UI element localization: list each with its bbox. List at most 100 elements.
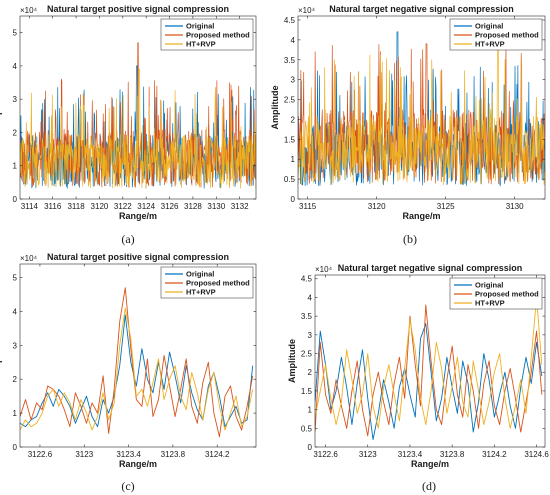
x-tick-label: 3126	[161, 202, 179, 211]
y-tick-label: 4.5	[301, 275, 313, 284]
y-tick-label: 1.5	[284, 135, 296, 144]
x-tick-label: 3122.6	[28, 450, 53, 459]
y-tick-label: 1	[13, 409, 18, 418]
y-axis-label: Amplitude	[270, 86, 280, 130]
y-tick-label: 1	[308, 406, 313, 415]
y-tick-label: 0.5	[284, 175, 296, 184]
y-exponent-label: ×10⁴	[298, 6, 316, 15]
y-tick-label: 2.5	[301, 350, 313, 359]
legend-entry: HT+RVP	[475, 40, 505, 49]
legend-entry: Original	[186, 22, 214, 31]
chart-title: Natural target negative signal compressi…	[329, 4, 514, 14]
legend-entry: Proposed method	[475, 31, 539, 40]
y-axis-label: Amplitude	[287, 339, 297, 383]
chart-panel-4: 3122.6 3123 3123.4 3123.8 3124.2 3124.6 0 0.5 1 1…	[287, 263, 549, 493]
y-tick-label: 3.5	[284, 56, 296, 65]
x-axis-label: Range/m	[402, 211, 440, 221]
x-tick-label: 3122	[114, 202, 132, 211]
x-tick-label: 3123.4	[116, 450, 141, 459]
axes-box	[297, 15, 546, 200]
series-line-original	[315, 323, 543, 440]
chart-panel-3: 3122.6 3123 3123.4 3123.8 3124.2 0 1 2 3 4 5 ×10⁴ Na…	[0, 252, 257, 493]
series-line-ht-rvp	[298, 39, 545, 186]
legend-entry: Original	[186, 270, 214, 279]
series-group	[315, 296, 543, 440]
x-axis-label: Range/m	[119, 459, 157, 469]
legend-entry: Proposed method	[186, 279, 250, 288]
y-tick-label: 3.5	[301, 312, 313, 321]
x-tick-label: 3114	[21, 202, 39, 211]
x-tick-label: 3124.2	[482, 450, 507, 459]
series-line-ht-rvp	[20, 68, 256, 189]
y-tick-label: 2	[291, 115, 296, 124]
x-tick-label: 3123.4	[398, 450, 423, 459]
series-line-proposed-method	[20, 287, 254, 438]
y-tick-label: 3	[308, 331, 313, 340]
y-exponent-label: ×10⁴	[315, 265, 333, 274]
x-tick-label: 3123	[359, 450, 377, 459]
panel-label: (d)	[422, 479, 436, 493]
series-group	[20, 287, 254, 438]
y-tick-label: 4	[308, 293, 313, 302]
y-tick-label: 0	[13, 195, 18, 204]
legend-entry: HT+RVP	[475, 299, 505, 308]
y-tick-label: 5	[13, 29, 18, 38]
x-tick-label: 3123	[75, 450, 93, 459]
legend-entry: Original	[475, 22, 503, 31]
panel-label: (b)	[403, 232, 417, 246]
y-tick-label: 4.5	[284, 16, 296, 25]
axes-box	[314, 274, 546, 448]
y-tick-label: 0	[291, 195, 296, 204]
x-tick-label: 3115	[299, 202, 317, 211]
y-exponent-label: ×10⁴	[20, 6, 38, 15]
x-tick-label: 3120	[368, 202, 386, 211]
panel-label: (a)	[121, 232, 134, 246]
legend-entry: HT+RVP	[186, 40, 216, 49]
x-tick-label: 3125	[437, 202, 455, 211]
x-tick-label: 3132	[231, 202, 249, 211]
x-tick-label: 3120	[91, 202, 109, 211]
y-tick-label: 1.5	[301, 387, 313, 396]
chart-title: Natural target positive signal compressi…	[47, 252, 229, 262]
y-tick-label: 2.5	[284, 96, 296, 105]
series-line-proposed-method	[298, 43, 545, 185]
y-axis-label: Amplitude	[0, 334, 2, 378]
y-tick-label: 1	[13, 162, 18, 171]
y-tick-label: 4	[291, 36, 296, 45]
x-tick-label: 3128	[184, 202, 202, 211]
y-tick-label: 2	[13, 375, 18, 384]
y-tick-label: 2	[308, 368, 313, 377]
y-tick-label: 3	[291, 76, 296, 85]
legend-entry: Original	[475, 281, 503, 290]
y-tick-label: 4	[13, 62, 18, 71]
y-tick-label: 5	[13, 274, 18, 283]
y-axis-label: Amplitude	[0, 86, 2, 130]
series-line-ht-rvp	[315, 296, 543, 429]
x-tick-label: 3124	[137, 202, 155, 211]
y-tick-label: 3	[13, 341, 18, 350]
y-tick-label: 3	[13, 95, 18, 104]
y-tick-label: 4	[13, 307, 18, 316]
series-group	[298, 31, 545, 187]
series-group	[20, 42, 256, 189]
legend-entry: HT+RVP	[186, 288, 216, 297]
x-tick-label: 3122.6	[313, 450, 338, 459]
panel-label: (c)	[121, 479, 134, 493]
axes-box	[19, 15, 257, 200]
chart-title: Natural target negative signal compressi…	[338, 263, 523, 273]
chart-panel-1: 3114 3116 3118 3120 3122 3124 3126 3128 3130 3132…	[0, 4, 257, 246]
y-tick-label: 0	[308, 443, 313, 452]
legend-entry: Proposed method	[186, 31, 250, 40]
y-tick-label: 0	[13, 443, 18, 452]
series-line-ht-rvp	[20, 307, 254, 431]
x-tick-label: 3124.6	[524, 450, 549, 459]
y-tick-label: 2	[13, 128, 18, 137]
x-axis-label: Range/m	[119, 211, 157, 221]
x-tick-label: 3123.8	[440, 450, 465, 459]
legend-entry: Proposed method	[475, 290, 539, 299]
x-tick-label: 3130	[207, 202, 225, 211]
x-tick-label: 3116	[44, 202, 62, 211]
y-exponent-label: ×10⁴	[20, 254, 38, 263]
